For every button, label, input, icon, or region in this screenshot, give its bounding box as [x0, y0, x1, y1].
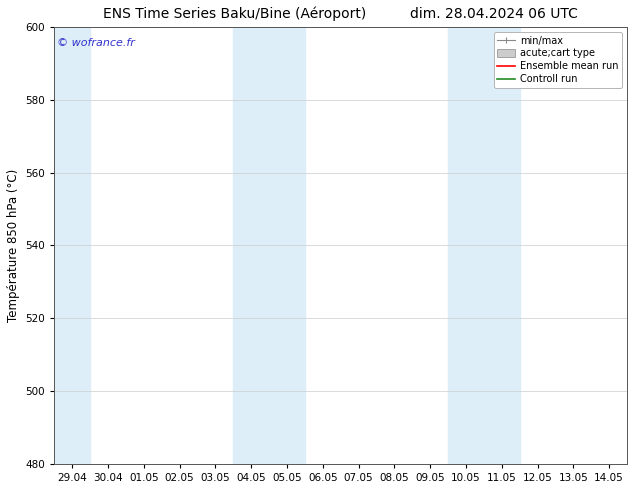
Text: © wofrance.fr: © wofrance.fr	[57, 38, 135, 48]
Bar	[233, 27, 305, 464]
Legend: min/max, acute;cart type, Ensemble mean run, Controll run: min/max, acute;cart type, Ensemble mean …	[493, 32, 622, 88]
Bar	[55, 27, 90, 464]
Title: ENS Time Series Baku/Bine (Aéroport)          dim. 28.04.2024 06 UTC: ENS Time Series Baku/Bine (Aéroport) dim…	[103, 7, 578, 22]
Y-axis label: Température 850 hPa (°C): Température 850 hPa (°C)	[7, 169, 20, 322]
Bar	[448, 27, 520, 464]
